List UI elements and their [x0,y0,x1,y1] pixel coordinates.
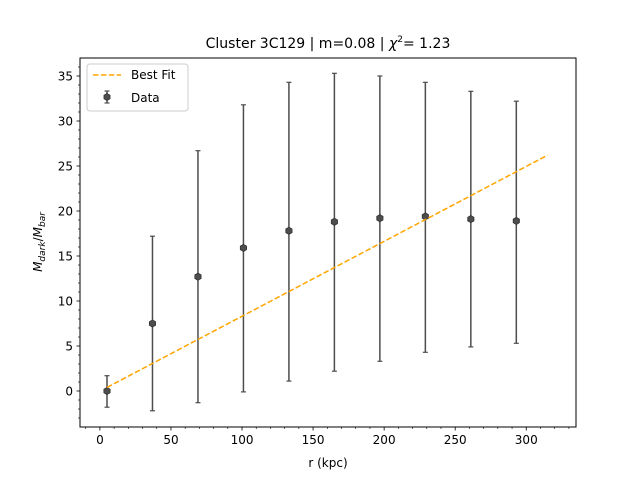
y-tick-label: 0 [65,385,73,399]
data-marker [330,217,338,226]
y-tick-label: 10 [58,295,73,309]
data-point [330,72,338,372]
data-point [103,375,111,408]
data-point [376,75,384,362]
y-axis-label: Mdark/Mbar [31,211,48,272]
data-point [421,81,429,353]
legend-best-fit-label: Best Fit [131,68,176,82]
data-marker [148,319,157,328]
data-marker [239,243,247,252]
x-axis-label: r (kpc) [308,456,347,470]
x-tick-label: 250 [444,433,467,447]
data-marker [285,226,293,235]
data-marker [421,212,429,221]
y-tick-label: 5 [65,340,73,354]
x-tick-label: 100 [231,433,254,447]
data-point [512,100,520,344]
legend: Best Fit Data [86,63,189,112]
data-point [194,150,202,404]
data-marker [376,214,384,223]
data-point [148,235,157,412]
data-marker [512,216,520,225]
x-axis: 0 50 100 150 200 250 300 [85,427,570,447]
y-tick-label: 20 [58,205,73,219]
data-point [239,104,247,393]
legend-data-label: Data [131,91,160,105]
y-tick-label: 35 [58,70,73,84]
chart-title: Cluster 3C129 | m=0.08 | χ2= 1.23 [206,35,451,52]
y-tick-label: 15 [58,250,73,264]
y-axis: 0 5 10 15 20 25 30 35 [58,66,80,419]
x-tick-label: 50 [163,433,178,447]
data-marker [194,272,202,281]
legend-data-marker [103,93,111,101]
x-tick-label: 150 [302,433,325,447]
x-tick-label: 300 [515,433,538,447]
y-tick-label: 30 [58,115,73,129]
data-point [467,90,475,348]
x-tick-label: 200 [373,433,396,447]
data-marker [467,215,475,224]
x-tick-label: 0 [96,433,104,447]
data-layer [103,72,548,412]
y-tick-label: 25 [58,160,73,174]
best-fit-line [106,154,548,389]
data-point [285,81,293,382]
data-marker [103,386,111,396]
plot-frame [79,57,577,428]
